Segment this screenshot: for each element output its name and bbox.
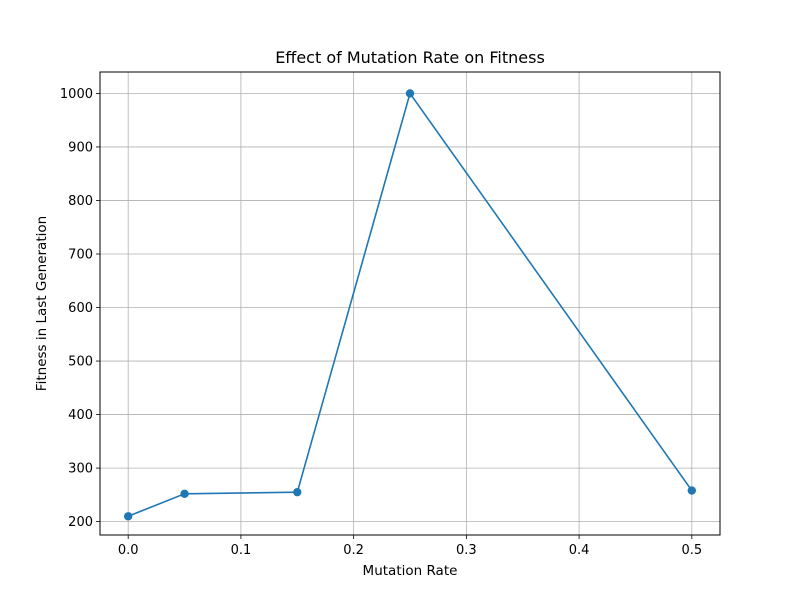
- series-line-layer: [123, 89, 697, 521]
- x-tick-label: 0.2: [343, 543, 364, 558]
- y-tick-label: 1000: [60, 87, 93, 102]
- y-tick-label: 200: [68, 515, 93, 530]
- grid: [100, 72, 720, 535]
- x-tick-label: 0.0: [118, 543, 139, 558]
- y-axis-label: Fitness in Last Generation: [34, 216, 50, 391]
- y-tick-label: 800: [68, 194, 93, 209]
- y-tick-label: 900: [68, 140, 93, 155]
- y-tick-label: 300: [68, 462, 93, 477]
- y-tick-label: 700: [68, 247, 93, 262]
- y-axis-ticks: 200 300 400 500 600 700 800 900 1000: [60, 87, 100, 530]
- x-tick-label: 0.3: [456, 543, 477, 558]
- x-tick-label: 0.5: [681, 543, 702, 558]
- y-tick-label: 400: [68, 408, 93, 423]
- chart-title: Effect of Mutation Rate on Fitness: [275, 48, 545, 67]
- x-axis-ticks: 0.0 0.1 0.2 0.3 0.4 0.5: [118, 535, 702, 558]
- y-tick-label: 500: [68, 355, 93, 370]
- data-point: [405, 89, 415, 98]
- x-tick-label: 0.4: [569, 543, 590, 558]
- y-tick-label: 600: [68, 301, 93, 316]
- data-point: [293, 487, 302, 497]
- data-point: [180, 489, 189, 498]
- data-point: [123, 512, 133, 521]
- x-tick-label: 0.1: [231, 543, 252, 558]
- plot-frame: [99, 71, 721, 536]
- x-axis-label: Mutation Rate: [363, 563, 458, 579]
- data-point: [687, 486, 697, 495]
